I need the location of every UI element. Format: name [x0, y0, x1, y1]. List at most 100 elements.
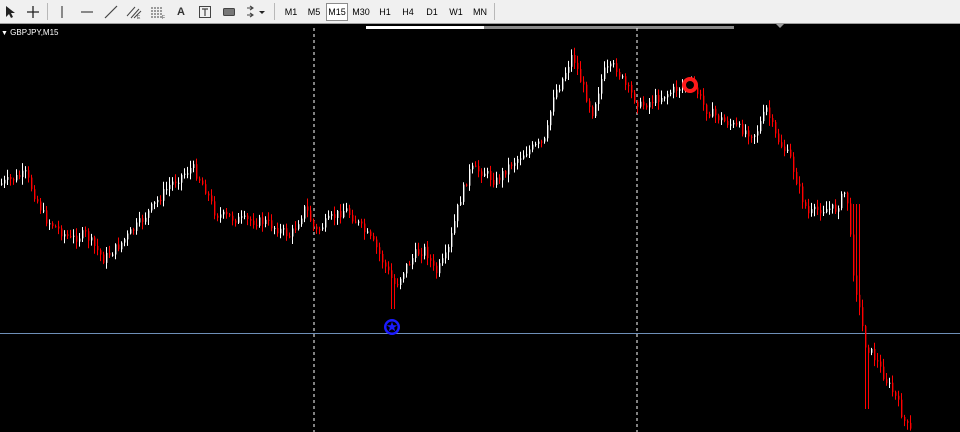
buy-star-marker[interactable]: [384, 319, 400, 335]
candle-body: [910, 422, 912, 429]
candle-body: [721, 117, 723, 121]
price-chart[interactable]: ▼ GBPJPY,M15: [0, 24, 960, 432]
toolbar-separator: [47, 3, 48, 20]
vertical-line-icon[interactable]: [54, 2, 70, 21]
candle-body: [67, 234, 69, 237]
candle-body: [295, 228, 297, 230]
candle-body: [562, 78, 564, 90]
candle-body: [574, 55, 576, 63]
timeframe-d1[interactable]: D1: [426, 7, 438, 17]
candle-body: [223, 211, 225, 215]
candle-body: [550, 111, 552, 126]
candle-body: [733, 122, 735, 125]
candle-body: [859, 294, 861, 308]
candle-body: [163, 189, 165, 201]
candle-body: [154, 202, 156, 204]
trendline-icon[interactable]: [102, 2, 120, 21]
candle-body: [595, 104, 597, 117]
candle-body: [901, 399, 903, 417]
text-icon[interactable]: A: [177, 5, 185, 18]
candle-body: [670, 92, 672, 95]
candle-body: [430, 258, 432, 261]
candle-body: [592, 107, 594, 117]
candle-body: [64, 234, 66, 237]
chart-shift-icon[interactable]: [776, 24, 784, 29]
candle-body: [403, 273, 405, 279]
candle-body: [79, 238, 81, 242]
candle-body: [523, 155, 525, 159]
candle-body: [853, 234, 855, 276]
candle-body: [796, 171, 798, 184]
candle-body: [814, 206, 816, 210]
timeframe-m30[interactable]: M30: [352, 7, 370, 17]
candle-body: [256, 224, 258, 227]
candle-body: [763, 111, 765, 122]
candle-body: [706, 104, 708, 114]
candle-body: [151, 203, 153, 211]
candle-body: [274, 227, 276, 230]
crosshair-icon[interactable]: [24, 2, 42, 21]
timeframe-h4[interactable]: H4: [402, 7, 414, 17]
candle-body: [469, 169, 471, 186]
candle-body: [265, 219, 267, 224]
candle-body: [457, 204, 459, 222]
timeframe-w1[interactable]: W1: [449, 7, 463, 17]
chart-scroll-position[interactable]: [366, 26, 484, 29]
candle-body: [610, 63, 612, 67]
timeframe-m5[interactable]: M5: [307, 7, 321, 17]
candle-body: [28, 170, 30, 178]
timeframe-mn[interactable]: MN: [473, 7, 487, 17]
timeframe-m15[interactable]: M15: [326, 3, 348, 21]
toolbar: E F A M1 M5 M15 M30 H1 H4 D1 W1 MN: [0, 0, 960, 24]
timeframe-m1[interactable]: M1: [284, 7, 298, 17]
candle-body: [13, 179, 15, 181]
candle-body: [883, 366, 885, 380]
timeframe-h1[interactable]: H1: [379, 7, 391, 17]
candle-body: [25, 170, 27, 172]
candle-body: [397, 284, 399, 286]
candle-body: [400, 278, 402, 285]
candle-body: [598, 93, 600, 105]
candle-body: [88, 231, 90, 241]
candle-body: [418, 249, 420, 255]
candle-body: [649, 101, 651, 108]
candle-body: [148, 210, 150, 218]
candle-body: [487, 171, 489, 174]
collapse-triangle-icon[interactable]: ▼: [1, 30, 8, 37]
candle-body: [442, 258, 444, 264]
candle-body: [754, 135, 756, 137]
candle-body: [727, 120, 729, 126]
candle-body: [769, 107, 771, 119]
candle-body: [712, 108, 714, 117]
candle-body: [514, 162, 516, 166]
equidistant-channel-icon[interactable]: E: [124, 2, 144, 21]
candle-body: [343, 211, 345, 218]
candle-body: [850, 203, 852, 235]
candle-body: [529, 149, 531, 155]
horizontal-line-icon[interactable]: [78, 2, 96, 21]
candle-body: [106, 252, 108, 263]
candle-body: [70, 236, 72, 238]
candle-body: [832, 204, 834, 209]
candle-body: [907, 420, 909, 423]
candle-body: [865, 326, 867, 348]
candle-body: [94, 237, 96, 246]
arrows-icon[interactable]: [243, 2, 269, 21]
fibonacci-icon[interactable]: F: [148, 2, 168, 21]
rectangle-icon[interactable]: [219, 2, 239, 21]
svg-text:F: F: [162, 15, 165, 19]
candle-body: [136, 222, 138, 231]
cursor-icon[interactable]: [2, 2, 18, 21]
candle-body: [886, 379, 888, 384]
candle-body: [619, 72, 621, 77]
candle-body: [103, 254, 105, 263]
candle-body: [730, 124, 732, 126]
candle-body: [532, 144, 534, 150]
candle-body: [115, 244, 117, 255]
candle-body: [484, 173, 486, 176]
text-label-icon[interactable]: [196, 2, 214, 21]
candle-body: [214, 201, 216, 216]
candle-body: [388, 266, 390, 271]
candle-body: [364, 223, 366, 233]
sell-circle-marker[interactable]: [682, 77, 698, 93]
